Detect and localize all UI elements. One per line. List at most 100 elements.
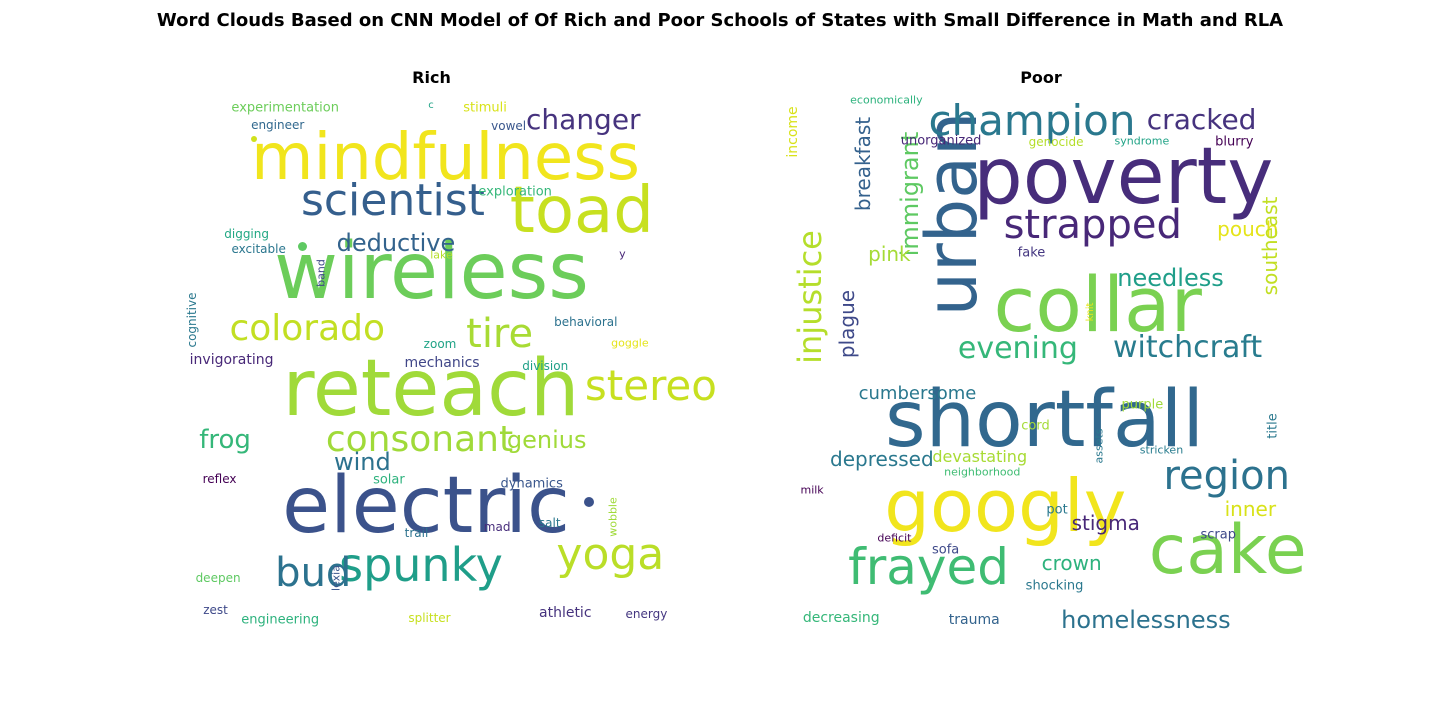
cloud-word: energy [625, 607, 668, 622]
cloud-word: breakfast [851, 116, 876, 211]
cloud-word: milk [800, 483, 824, 497]
cloud-word: division [522, 359, 569, 374]
cloud-word: wobble [606, 497, 620, 537]
cloud-word: trauma [948, 612, 1000, 629]
poor-panel: Poor shortfall poverty collar googly cake urb… [785, 68, 1307, 633]
cloud-word: inner [1224, 497, 1277, 522]
cloud-word: purple [1121, 397, 1164, 413]
cloud-word: wireless [274, 227, 589, 318]
cloud-word: mad [483, 519, 511, 534]
cloud-word: athletic [539, 605, 592, 622]
cloud-word: neighborhood [944, 465, 1021, 479]
cloud-dot [584, 496, 595, 507]
cloud-word: reflex [202, 471, 237, 486]
cloud-word: toad [509, 173, 654, 248]
cloud-word: excitable [231, 241, 286, 256]
rich-panel: Rich wireless reteach electric mindfulness t… [181, 68, 717, 628]
rich-panel-title: Rich [412, 68, 451, 87]
cloud-word: poverty [973, 132, 1274, 222]
cloud-word: reteach [282, 343, 580, 434]
cloud-word: changer [526, 102, 641, 136]
rich-word-cloud: wireless reteach electric mindfulness toad sc… [181, 100, 717, 627]
cloud-word: fake [1017, 245, 1046, 261]
cloud-word: genius [506, 426, 587, 455]
cloud-word: cracked [1146, 102, 1257, 136]
cloud-word: southeast [1258, 196, 1283, 296]
cloud-word: colorado [229, 307, 386, 349]
cloud-word: scientist [300, 174, 485, 226]
cloud-word: champion [928, 95, 1136, 145]
cloud-word: immigrant [896, 131, 925, 257]
cloud-dot [298, 242, 308, 252]
cloud-word: consonant [325, 419, 514, 461]
cloud-word: title [1265, 413, 1281, 439]
cloud-word: pot [1046, 502, 1068, 518]
cloud-word: shocking [1025, 578, 1084, 594]
cloud-word: y [619, 247, 626, 261]
cloud-word: scrap [1200, 527, 1236, 543]
cloud-word: frog [199, 425, 251, 456]
cloud-word: knit [1085, 302, 1097, 322]
cloud-word: exploration [478, 184, 552, 200]
cloud-word: vowel [491, 119, 527, 133]
cloud-word: strapped [1003, 201, 1182, 248]
cloud-word: devastating [932, 447, 1028, 466]
cloud-word: blurry [1215, 134, 1254, 150]
cloud-word: income [784, 105, 801, 158]
cloud-word: goggle [611, 336, 649, 350]
cloud-word: shortfall [884, 374, 1205, 465]
cloud-word: engineering [241, 612, 320, 628]
cloud-word: behavioral [554, 314, 618, 329]
cloud-word: region [1163, 452, 1290, 499]
cloud-word: tire [466, 311, 534, 358]
cloud-word: band [314, 259, 328, 288]
cloud-word: cognitive [184, 292, 199, 348]
cloud-word: frayed [848, 538, 1009, 597]
cloud-word: electric [282, 461, 570, 552]
cloud-word: mindfulness [251, 120, 640, 195]
cloud-word: wind [333, 448, 391, 477]
cloud-word: syndrome [1114, 134, 1170, 148]
cloud-word: zest [203, 603, 228, 617]
cloud-word: stereo [584, 361, 717, 411]
cloud-word: pink [868, 242, 911, 267]
cloud-word: googly [884, 463, 1127, 548]
cloud-dot [251, 135, 258, 142]
cloud-word: invigorating [189, 352, 274, 369]
cloud-word: engineer [251, 117, 305, 132]
cloud-word: zoom [423, 336, 457, 351]
cloud-word: cumbersome [858, 382, 977, 404]
cloud-word: salt [538, 515, 561, 530]
cloud-word: c [428, 100, 434, 112]
cloud-word: plague [834, 289, 859, 358]
cloud-word: needless [1117, 263, 1224, 292]
cloud-word: stigma [1071, 510, 1140, 535]
poor-word-cloud: shortfall poverty collar googly cake urban cha… [785, 95, 1307, 633]
cloud-word: spunky [339, 538, 503, 593]
cloud-word: genocide [1028, 134, 1084, 149]
cloud-word: stricken [1139, 443, 1184, 457]
cloud-word: dynamics [500, 476, 563, 492]
cloud-word: deficit [877, 531, 912, 545]
cloud-word: lake [430, 248, 453, 262]
cloud-word: splitter [408, 611, 451, 626]
cloud-word: solar [373, 472, 405, 488]
cloud-word: depressed [830, 447, 934, 472]
cloud-word: decreasing [802, 610, 880, 627]
poor-panel-title: Poor [1020, 68, 1062, 87]
cloud-word: unorganized [900, 133, 982, 149]
cloud-word: deepen [195, 570, 241, 585]
cloud-word: crown [1041, 550, 1102, 575]
cloud-word: digging [224, 227, 269, 242]
figure-title: Word Clouds Based on CNN Model of Of Ric… [156, 10, 1284, 31]
cloud-word: pouch [1217, 217, 1279, 242]
cloud-word: assets [1092, 428, 1106, 464]
cloud-word: deductive [336, 228, 456, 257]
cloud-word: experimentation [231, 100, 339, 116]
cloud-word: witchcraft [1113, 330, 1263, 366]
cloud-word: yoga [556, 528, 665, 580]
cloud-word: injustice [790, 229, 829, 364]
cloud-word: homelessness [1061, 606, 1231, 635]
cloud-word: economically [850, 93, 923, 107]
cloud-word: evening [957, 330, 1078, 366]
